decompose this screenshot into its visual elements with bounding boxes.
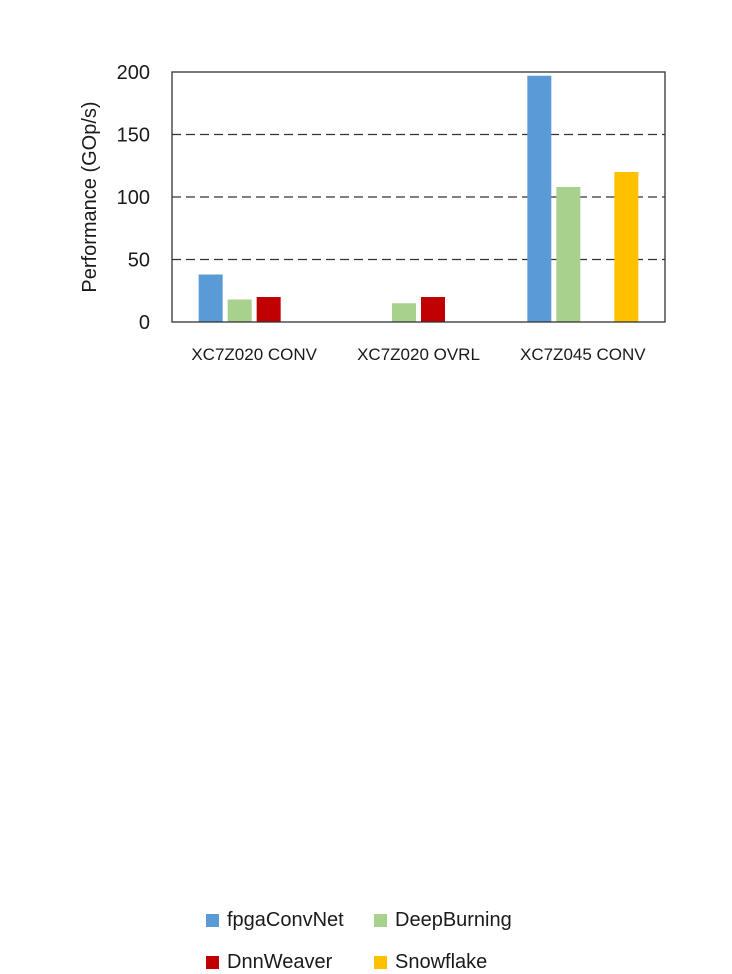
- bars: [198, 75, 639, 322]
- bar-dnnweaver-1: [421, 297, 445, 322]
- legend-swatch: [206, 956, 219, 969]
- x-tick-label: XC7Z045 CONV: [520, 345, 646, 364]
- legend-item-snowflake: Snowflake: [374, 951, 487, 974]
- y-tick-label: 200: [117, 62, 150, 84]
- legend-item-fpgaconvnet: fpgaConvNet: [206, 909, 344, 932]
- bar-snowflake-2: [614, 172, 639, 322]
- legend-label: DeepBurning: [395, 909, 512, 931]
- legend-swatch: [374, 914, 387, 927]
- y-tick-label: 150: [117, 125, 150, 147]
- bar-deepburning-2: [556, 187, 581, 322]
- y-tick-label: 100: [117, 187, 150, 209]
- legend-swatch: [206, 914, 219, 927]
- legend-label: fpgaConvNet: [227, 909, 344, 931]
- chart: 0 50 100 150 200 XC7Z020 CONV XC7Z020 OVRL XC7Z…: [79, 62, 666, 973]
- x-tick-label: XC7Z020 CONV: [191, 345, 317, 364]
- legend-item-deepburning: DeepBurning: [374, 909, 512, 932]
- bar-deepburning-1: [392, 303, 416, 322]
- y-axis-label: Performance (GOp/s): [79, 101, 101, 292]
- y-tick-label: 0: [139, 312, 150, 334]
- legend-swatch: [374, 956, 387, 969]
- bar-dnnweaver-0: [256, 297, 281, 322]
- legend-item-dnnweaver: DnnWeaver: [206, 951, 332, 974]
- bar-deepburning-0: [227, 299, 252, 322]
- gridlines: [172, 133, 665, 261]
- chart-svg: 0 50 100 150 200 XC7Z020 CONV XC7Z020 OVRL XC7Z…: [79, 62, 666, 364]
- plot-frame: [171, 71, 666, 323]
- bar-fpgaconvnet-2: [527, 75, 552, 322]
- axes: 0 50 100 150 200 XC7Z020 CONV XC7Z020 OVRL XC7Z…: [117, 62, 666, 364]
- y-tick-label: 50: [128, 250, 150, 272]
- legend-label: DnnWeaver: [227, 951, 333, 973]
- bar-fpgaconvnet-0: [198, 274, 223, 322]
- x-tick-label: XC7Z020 OVRL: [357, 345, 480, 364]
- legend-label: Snowflake: [395, 951, 488, 973]
